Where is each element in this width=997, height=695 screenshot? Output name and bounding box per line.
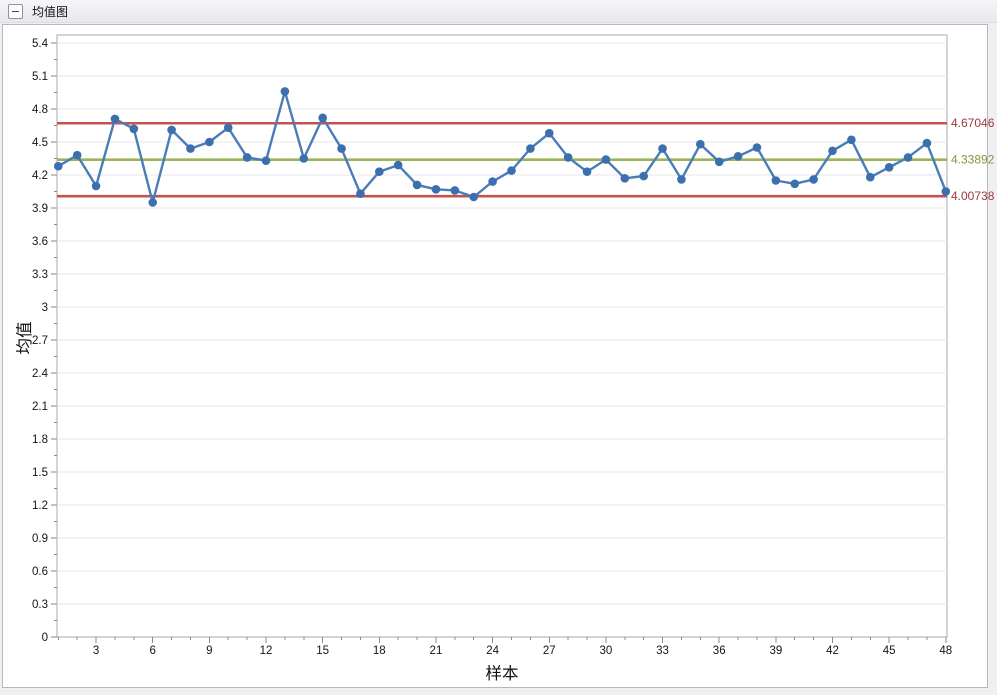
data-point[interactable]	[148, 198, 158, 207]
data-point[interactable]	[696, 139, 705, 149]
data-point[interactable]	[639, 171, 648, 181]
y-tick-label: 0.6	[32, 566, 48, 578]
data-point[interactable]	[167, 125, 176, 135]
report-section-header: 均值图	[0, 0, 997, 23]
data-point[interactable]	[733, 152, 743, 161]
y-tick-label: 1.2	[32, 500, 48, 512]
data-point[interactable]	[91, 181, 101, 191]
data-point[interactable]	[677, 175, 686, 184]
data-point[interactable]	[620, 174, 630, 183]
data-point[interactable]	[393, 160, 403, 170]
data-point[interactable]	[450, 186, 460, 195]
x-tick-label: 45	[883, 645, 896, 657]
data-point[interactable]	[186, 144, 195, 153]
data-point[interactable]	[582, 167, 592, 176]
x-tick-label: 24	[486, 645, 499, 657]
x-tick-label: 42	[826, 645, 839, 657]
data-point[interactable]	[223, 123, 233, 132]
data-point[interactable]	[941, 187, 951, 196]
x-tick-label: 15	[316, 645, 329, 657]
data-point[interactable]	[903, 153, 913, 162]
data-point[interactable]	[129, 124, 139, 134]
x-tick-label: 21	[430, 645, 443, 657]
y-tick-label: 3.6	[32, 236, 48, 248]
y-tick-label: 1.5	[32, 467, 48, 479]
y-tick-label: 2.1	[32, 401, 48, 413]
data-point[interactable]	[299, 154, 309, 163]
data-point[interactable]	[431, 185, 441, 194]
x-tick-label: 12	[260, 645, 273, 657]
y-tick-label: 0.3	[32, 599, 48, 611]
y-tick-label: 0	[42, 632, 48, 644]
data-point[interactable]	[110, 114, 120, 124]
data-point[interactable]	[72, 150, 82, 160]
data-point[interactable]	[488, 177, 497, 186]
y-axis-title: 均值	[15, 322, 34, 355]
y-tick-label: 4.5	[32, 137, 48, 149]
data-point[interactable]	[507, 166, 516, 175]
center-value-label: 4.33892	[951, 153, 995, 167]
x-tick-label: 36	[713, 645, 726, 657]
minus-icon	[12, 10, 19, 12]
y-tick-label: 3.3	[32, 269, 48, 281]
data-point[interactable]	[865, 172, 875, 182]
data-point[interactable]	[54, 161, 63, 171]
collapse-button[interactable]	[8, 3, 23, 19]
plot-area	[56, 34, 948, 638]
data-point[interactable]	[261, 156, 271, 165]
y-tick-label: 4.2	[32, 170, 48, 182]
x-tick-label: 6	[150, 645, 156, 657]
data-point[interactable]	[714, 157, 724, 167]
x-tick-label: 33	[656, 645, 669, 657]
data-point[interactable]	[752, 143, 762, 152]
x-tick-label: 48	[939, 645, 952, 657]
lcl-value-label: 4.00738	[951, 189, 995, 203]
x-tick-label: 27	[543, 645, 556, 657]
y-tick-label: 5.1	[32, 71, 48, 83]
data-point[interactable]	[658, 144, 667, 153]
y-tick-label: 3	[42, 302, 48, 314]
data-point[interactable]	[318, 113, 327, 123]
data-point[interactable]	[828, 146, 837, 156]
x-tick-label: 30	[600, 645, 613, 657]
y-tick-label: 1.8	[32, 434, 48, 446]
data-point[interactable]	[922, 138, 932, 148]
x-tick-label: 39	[769, 645, 782, 657]
data-point[interactable]	[563, 153, 573, 162]
section-title: 均值图	[32, 4, 69, 19]
x-tick-label: 18	[373, 645, 386, 657]
y-tick-label: 4.8	[32, 104, 48, 116]
data-point[interactable]	[790, 179, 800, 189]
data-point[interactable]	[375, 167, 384, 176]
y-tick-label: 2.7	[32, 335, 48, 347]
y-tick-label: 2.4	[32, 368, 49, 380]
data-point[interactable]	[884, 163, 894, 172]
data-point[interactable]	[469, 192, 479, 202]
data-point[interactable]	[356, 189, 365, 198]
data-point[interactable]	[544, 128, 554, 138]
x-tick-label: 9	[206, 645, 212, 657]
data-point[interactable]	[809, 175, 818, 184]
data-point[interactable]	[280, 87, 290, 96]
data-point[interactable]	[771, 176, 781, 185]
data-point[interactable]	[337, 144, 346, 153]
y-tick-label: 0.9	[32, 533, 48, 545]
data-point[interactable]	[205, 137, 214, 147]
y-tick-label: 5.4	[32, 38, 49, 50]
data-point[interactable]	[412, 180, 422, 190]
x-axis-title: 样本	[486, 664, 519, 683]
data-point[interactable]	[242, 153, 252, 162]
x-tick-label: 3	[93, 645, 99, 657]
data-point[interactable]	[847, 135, 856, 145]
ucl-value-label: 4.67046	[951, 116, 995, 130]
data-point[interactable]	[526, 144, 535, 153]
y-tick-label: 3.9	[32, 203, 48, 215]
data-point[interactable]	[601, 155, 611, 164]
